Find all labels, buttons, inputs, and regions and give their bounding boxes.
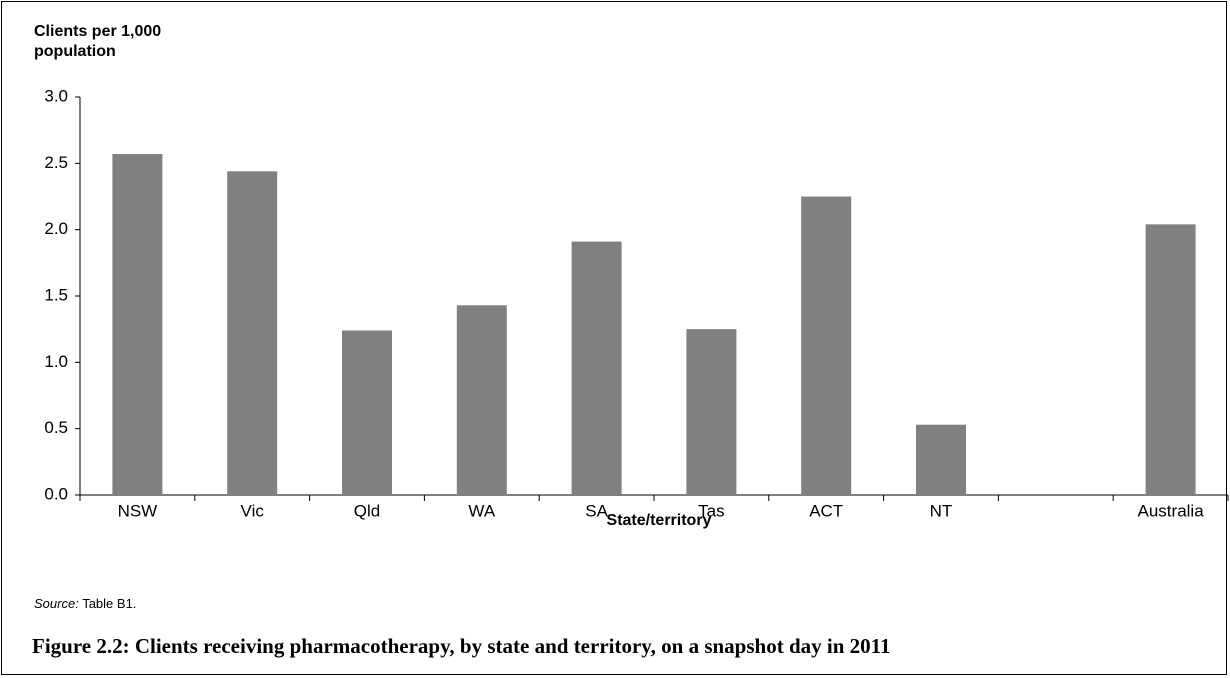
bar (112, 154, 163, 495)
x-tick-label: SA (585, 501, 608, 520)
source: Source: Table B1. (34, 596, 136, 611)
source-label: Source: (34, 596, 79, 611)
bar (456, 305, 507, 495)
bar (571, 241, 622, 495)
y-axis-label: Clients per 1,000 population (34, 23, 162, 60)
x-tick-label: NSW (118, 501, 158, 520)
bar (916, 424, 966, 495)
x-tick-label: ACT (809, 501, 843, 520)
x-tick-label: Australia (1138, 501, 1205, 520)
x-tick-label: Qld (354, 501, 380, 520)
y-tick-label: 0.0 (44, 484, 68, 503)
x-tick-label: Tas (698, 501, 724, 520)
caption: Figure 2.2: Clients receiving pharmacoth… (32, 634, 891, 658)
x-tick-label: NT (930, 501, 953, 520)
bar (801, 196, 852, 495)
bar (686, 329, 737, 495)
source-text: Table B1. (82, 596, 137, 611)
bar (227, 171, 278, 495)
bar (342, 330, 392, 495)
y-tick-label: 1.0 (44, 352, 68, 371)
x-axis-label: State/territory (606, 512, 712, 529)
y-tick-label: 2.0 (44, 219, 68, 238)
y-tick-label: 3.0 (44, 86, 68, 105)
bar (1145, 224, 1196, 496)
x-tick-label: WA (468, 501, 495, 520)
x-axis-label-wrap: State/territory (0, 512, 1230, 530)
y-tick-label: 1.5 (44, 285, 68, 304)
y-tick-label: 0.5 (44, 418, 68, 437)
y-tick-label: 2.5 (44, 153, 68, 172)
x-tick-label: Vic (241, 501, 265, 520)
